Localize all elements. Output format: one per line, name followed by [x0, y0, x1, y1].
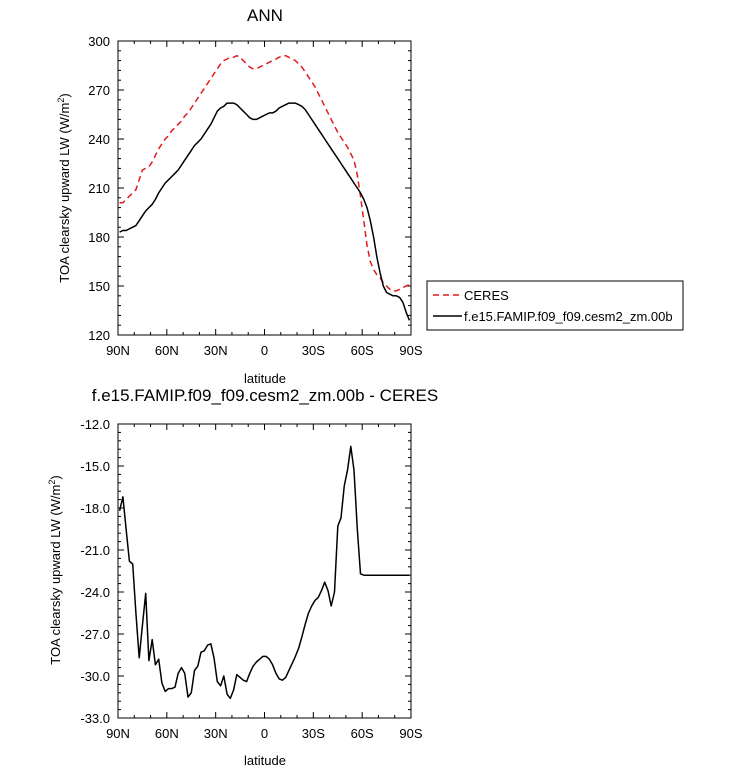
top-x-tick-label: 30S	[302, 343, 325, 358]
bottom-y-tick-label: -30.0	[80, 669, 110, 684]
bottom-chart-title: f.e15.FAMIP.f09_f09.cesm2_zm.00b - CERES	[92, 386, 438, 405]
bottom-x-tick-label: 30S	[302, 726, 325, 741]
bottom-y-tick-label: -24.0	[80, 585, 110, 600]
bottom-x-tick-label: 90N	[106, 726, 130, 741]
top-x-tick-label: 90N	[106, 343, 130, 358]
top-y-tick-label: 180	[88, 230, 110, 245]
top-y-tick-label: 240	[88, 132, 110, 147]
top-y-tick-label: 150	[88, 279, 110, 294]
bottom-y-tick-label: -18.0	[80, 501, 110, 516]
top-x-tick-label: 0	[261, 343, 268, 358]
bottom-panel: f.e15.FAMIP.f09_f09.cesm2_zm.00b - CERES…	[47, 386, 438, 768]
top-series-line-0	[119, 54, 410, 292]
bottom-series-line-0	[118, 445, 410, 700]
bottom-plot-frame	[117, 423, 412, 719]
legend: CERES f.e15.FAMIP.f09_f09.cesm2_zm.00b	[426, 280, 684, 331]
bottom-x-tick-label: 0	[261, 726, 268, 741]
top-x-tick-label: 60S	[351, 343, 374, 358]
legend-box	[426, 280, 684, 331]
legend-label-ceres: CERES	[464, 288, 509, 303]
top-x-axis-label: latitude	[244, 371, 286, 386]
top-y-tick-label: 210	[88, 181, 110, 196]
top-x-tick-label: 30N	[204, 343, 228, 358]
bottom-y-tick-label: -12.0	[80, 417, 110, 432]
bottom-y-tick-label: -15.0	[80, 459, 110, 474]
bottom-y-tick-label: -33.0	[80, 711, 110, 726]
top-series-lines	[119, 54, 411, 321]
bottom-axis-ticks: 90N 60N 30N 0 30S 60S 90S -33.0 -30.0 -27.0 -24.0 -…	[80, 417, 423, 741]
top-y-axis-label: TOA clearsky upward LW (W/m2)	[56, 93, 72, 282]
top-y-tick-label: 300	[88, 34, 110, 49]
bottom-x-axis-label: latitude	[244, 753, 286, 768]
top-panel: ANN 90N 60N 30N 0 30S 60S 90S 120 150 180 210 240 27…	[56, 6, 423, 386]
bottom-x-tick-label: 60N	[155, 726, 179, 741]
bottom-series-lines	[118, 445, 410, 700]
bottom-y-tick-label: -27.0	[80, 627, 110, 642]
bottom-x-tick-label: 90S	[399, 726, 422, 741]
bottom-x-tick-label: 30N	[204, 726, 228, 741]
bottom-x-tick-label: 60S	[351, 726, 374, 741]
top-series-line-1	[119, 102, 411, 321]
top-x-tick-label: 60N	[155, 343, 179, 358]
bottom-y-tick-label: -21.0	[80, 543, 110, 558]
bottom-y-axis-label: TOA clearsky upward LW (W/m2)	[47, 475, 63, 664]
top-y-tick-label: 270	[88, 83, 110, 98]
top-x-tick-label: 90S	[399, 343, 422, 358]
top-axis-ticks: 90N 60N 30N 0 30S 60S 90S 120 150 180 210 240 270 300	[88, 34, 423, 358]
legend-label-model: f.e15.FAMIP.f09_f09.cesm2_zm.00b	[464, 309, 673, 324]
top-chart-title: ANN	[247, 6, 283, 25]
top-y-tick-label: 120	[88, 328, 110, 343]
